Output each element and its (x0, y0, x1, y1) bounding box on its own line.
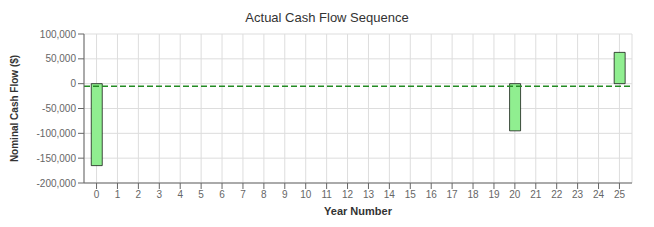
svg-text:0: 0 (94, 189, 100, 200)
svg-text:14: 14 (384, 189, 396, 200)
svg-text:5: 5 (198, 189, 204, 200)
svg-text:16: 16 (426, 189, 438, 200)
svg-text:10: 10 (300, 189, 312, 200)
svg-text:15: 15 (405, 189, 417, 200)
svg-text:19: 19 (488, 189, 500, 200)
svg-text:23: 23 (572, 189, 584, 200)
svg-text:0: 0 (70, 78, 76, 89)
svg-text:7: 7 (240, 189, 246, 200)
svg-text:20: 20 (509, 189, 521, 200)
svg-text:-150,000: -150,000 (37, 153, 77, 164)
svg-text:50,000: 50,000 (45, 53, 76, 64)
svg-text:22: 22 (551, 189, 563, 200)
svg-text:6: 6 (219, 189, 225, 200)
svg-text:3: 3 (157, 189, 163, 200)
svg-text:9: 9 (282, 189, 288, 200)
svg-text:25: 25 (614, 189, 626, 200)
svg-text:Nominal Cash Flow ($): Nominal Cash Flow ($) (9, 55, 20, 162)
svg-text:100,000: 100,000 (40, 29, 77, 40)
svg-text:24: 24 (593, 189, 605, 200)
svg-text:8: 8 (261, 189, 267, 200)
svg-text:18: 18 (467, 189, 479, 200)
svg-text:17: 17 (447, 189, 459, 200)
svg-text:11: 11 (321, 189, 332, 200)
svg-text:-50,000: -50,000 (42, 103, 76, 114)
html-text:Actual Cash Flow Sequence: Actual Cash Flow Sequence (245, 10, 409, 25)
svg-text:-100,000: -100,000 (37, 128, 77, 139)
svg-text:1: 1 (115, 189, 121, 200)
svg-text:Year Number: Year Number (324, 205, 393, 217)
svg-text:2: 2 (136, 189, 142, 200)
svg-text:4: 4 (177, 189, 183, 200)
svg-text:12: 12 (342, 189, 354, 200)
svg-text:21: 21 (530, 189, 542, 200)
svg-text:-200,000: -200,000 (37, 178, 77, 189)
svg-text:13: 13 (363, 189, 375, 200)
